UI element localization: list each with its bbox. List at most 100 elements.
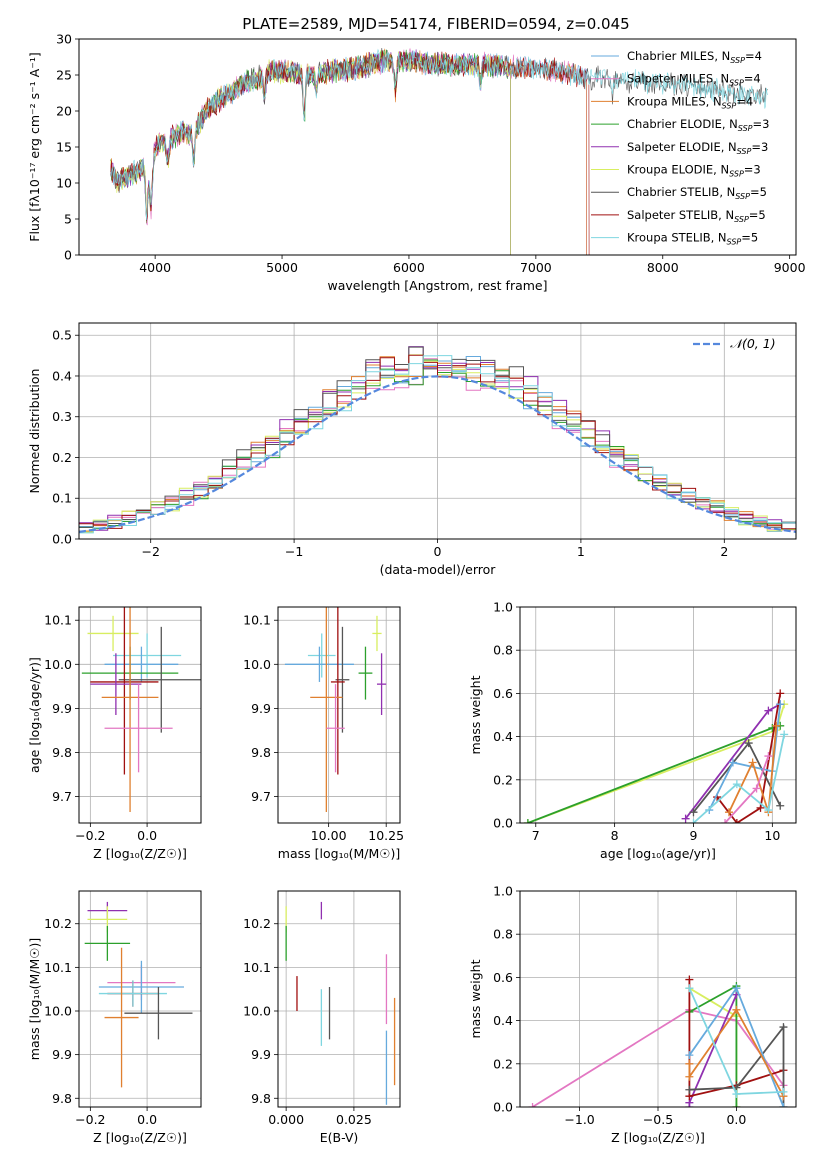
spectrum-legend-label-0: Chabrier MILES, NSSP=4: [627, 49, 762, 65]
residuals-xtick-label-4: 2: [720, 544, 728, 559]
gaussian-curve: [79, 375, 796, 533]
spectrum-ylabel: Flux [fλ10⁻¹⁷ erg cm⁻² s⁻¹ A⁻¹]: [27, 52, 42, 241]
age_vs_mass-point-5: [330, 607, 345, 775]
age_vs_Z-xtick-label-1: 0.0: [137, 828, 157, 843]
age_vs_mass-xtick-label-1: 10.25: [368, 828, 404, 843]
weight_vs_Z-xtick-label-0: −1.0: [564, 1112, 594, 1127]
weight_vs_age-plot-area: [523, 689, 789, 823]
mass_vs_ebv-plot-area: [285, 901, 396, 1105]
age_vs_mass-ytick-label-3: 10.0: [243, 657, 271, 672]
spectrum-ytick-label-3: 15: [56, 140, 72, 155]
mass_vs_Z-ytick-label-0: 9.8: [52, 1091, 72, 1106]
weight_vs_age-ytick-label-0: 0.0: [493, 816, 513, 831]
spectrum-panel: 4000 5000 6000 7000 8000 9000 0 5 10 15 20 25 30 wave…: [27, 32, 806, 294]
mass_vs_ebv-xtick-label-1: 0.025: [336, 1112, 372, 1127]
weight_vs_age-ylabel: mass weight: [468, 675, 483, 754]
spectrum-ytick-label-5: 25: [56, 68, 72, 83]
spectrum-legend-label-5: Kroupa ELODIE, NSSP=3: [627, 163, 761, 179]
weight_vs_age-marker-5-3: [776, 700, 785, 709]
weight_vs_age-marker-7-1: [732, 780, 741, 789]
weight_vs_age-series-3: [716, 693, 782, 823]
residuals-ytick-label-5: 0.5: [52, 328, 72, 343]
weight_vs_age-ytick-label-4: 0.8: [493, 643, 513, 658]
weight_vs_age-frame: [519, 606, 797, 824]
residual-histogram-panel: −2 −1 0 1 2 0.0 0.1 0.2 0.3 0.4 0.5 (data-model)/er…: [27, 322, 797, 577]
weight_vs_age-marker-3-2: [756, 803, 765, 812]
spectrum-legend-label-6: Chabrier STELIB, NSSP=5: [627, 185, 767, 201]
weight_vs_age-marker-8-2: [764, 752, 773, 761]
weight_vs_age-marker-2-1: [764, 706, 773, 715]
residuals-xtick-label-3: 1: [577, 544, 585, 559]
spectrum-legend-sub-0: SSP: [730, 56, 745, 65]
spectrum-legend-sub-4: SSP: [737, 147, 752, 156]
weight_vs_age-ytick-label-1: 0.2: [493, 772, 513, 787]
spectrum-ytick-label-2: 10: [56, 176, 72, 191]
spectrum-legend-sub-8: SSP: [727, 238, 742, 247]
weight_vs_age-xlabel: age [log₁₀(age/yr)]: [600, 846, 716, 861]
weight_vs_Z-marker-7-2: [732, 1005, 741, 1014]
spectrum-xtick-label-5: 9000: [774, 260, 806, 275]
spectrum-series-2: [110, 48, 587, 255]
age_vs_mass-point-6: [376, 653, 387, 715]
age_vs_Z-plot-area: [81, 607, 201, 812]
weight_vs_Z-marker-8-2: [779, 1087, 788, 1096]
age_vs_Z-ytick-label-2: 9.9: [52, 701, 72, 716]
spectrum-legend-label-8: Kroupa STELIB, NSSP=5: [627, 231, 758, 247]
weight_vs_Z-ytick-label-4: 0.8: [493, 927, 513, 942]
weight_vs_age-marker-8-1: [752, 784, 761, 793]
mass_vs_Z-ytick-label-4: 10.2: [44, 916, 72, 931]
spectrum-series-7: [110, 50, 590, 255]
weight_vs_Z-marker-7-1: [685, 1072, 694, 1081]
spectrum-legend-sub-3: SSP: [738, 124, 753, 133]
mass_vs_Z-ytick-label-1: 9.9: [52, 1047, 72, 1062]
residuals-ytick-label-1: 0.1: [52, 491, 72, 506]
age_vs_mass-point-1: [307, 633, 336, 678]
mass_vs_Z-xtick-label-1: 0.0: [137, 1112, 157, 1127]
weight_vs_Z-xtick-label-2: 0.0: [726, 1112, 746, 1127]
weight_vs_age-marker-2-0: [681, 814, 690, 823]
age_vs_mass-ytick-label-0: 9.7: [251, 789, 271, 804]
spectrum-frame: [78, 38, 797, 256]
age_vs_mass-frame: [277, 606, 401, 824]
weight_vs_Z-grid: [520, 890, 796, 1108]
spectrum-series-0: [110, 50, 587, 255]
spectrum-legend-nssp-8: =5: [741, 231, 758, 245]
weight_vs_Z-series-5: [689, 1024, 785, 1107]
age_vs_mass-grid: [278, 607, 400, 823]
weight_vs_age-series-7: [692, 734, 786, 823]
mass_vs_Z-xlabel: Z [log₁₀(Z/Z☉)]: [93, 1130, 187, 1145]
weight_vs_age-marker-6-3: [772, 721, 781, 730]
histogram-legend-label: 𝒩(0, 1): [730, 336, 776, 351]
residuals-frame: [78, 322, 797, 540]
age_vs_Z-point-7: [101, 607, 159, 812]
mass_vs_Z-point-8: [104, 947, 139, 1088]
spectrum-legend-nssp-7: =5: [749, 208, 766, 222]
residuals-plot-area: [79, 346, 796, 539]
weight_vs_Z-plot-area: [528, 975, 788, 1107]
age_vs_Z-ytick-label-1: 9.8: [52, 745, 72, 760]
weight_vs_Z-marker-2-2: [732, 1103, 741, 1107]
residuals-xlabel: (data-model)/error: [380, 562, 497, 577]
weight_vs_age-marker-7-2: [764, 806, 773, 815]
weight_vs_age-xtick-label-3: 10: [764, 828, 780, 843]
spectrum-xtick-label-0: 4000: [139, 260, 171, 275]
mass_vs_Z-point-4: [98, 960, 184, 1014]
weight_vs_Z-marker-0-0: [528, 1103, 537, 1107]
histogram-legend: 𝒩(0, 1): [693, 336, 776, 351]
figure-title: PLATE=2589, MJD=54174, FIBERID=0594, z=0…: [242, 15, 629, 33]
weight_vs_age-ytick-label-3: 0.6: [493, 686, 513, 701]
weight_vs_age-marker-6-1: [748, 758, 757, 767]
spectrum-legend-nssp-1: =4: [744, 72, 761, 86]
mass_vs_Z-plot-area: [84, 901, 193, 1088]
spectrum-series-5: [110, 50, 511, 255]
residuals-ytick-label-0: 0.0: [52, 532, 72, 547]
weight_vs_age-marker-8-0: [721, 819, 730, 823]
mass_vs_ebv-xlabel: E(B-V): [320, 1130, 359, 1145]
spectrum-legend-nssp-3: =3: [753, 117, 770, 131]
spectrum-series-1: [110, 47, 587, 255]
residuals-xtick-label-0: −2: [141, 544, 159, 559]
mass_vs_ebv-ytick-label-4: 10.2: [243, 916, 271, 931]
weight_vs_Z-xtick-label-1: −0.5: [643, 1112, 673, 1127]
spectrum-ytick-label-0: 0: [64, 248, 72, 263]
